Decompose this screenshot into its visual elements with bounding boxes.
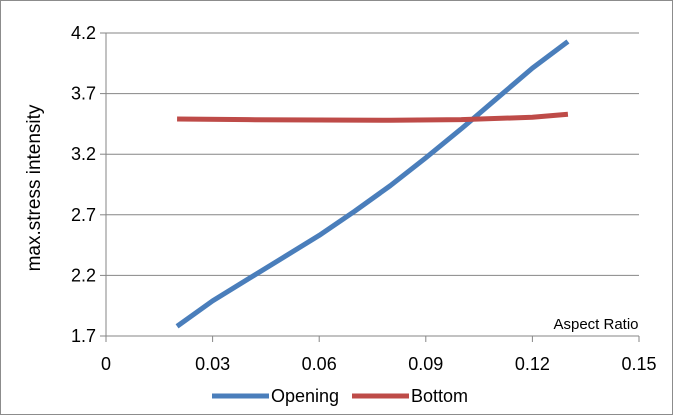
y-tick-labels: 1.7 2.2 2.7 3.2 3.7 4.2 xyxy=(71,23,96,346)
x-tick-label: 0.03 xyxy=(195,354,230,374)
series-lines xyxy=(175,39,570,329)
y-tick-label: 3.2 xyxy=(71,144,96,164)
y-tick-label: 2.2 xyxy=(71,265,96,285)
gridlines xyxy=(106,32,639,276)
y-tick-label: 4.2 xyxy=(71,23,96,43)
x-tick-label: 0.09 xyxy=(408,354,443,374)
x-tick-label: 0 xyxy=(101,354,111,374)
series-line-opening xyxy=(175,39,570,329)
y-axis-title: max.stress intensity xyxy=(24,104,45,271)
y-tick-label: 1.7 xyxy=(71,326,96,346)
y-tick-label: 3.7 xyxy=(71,84,96,104)
y-tick-label: 2.7 xyxy=(71,205,96,225)
axes xyxy=(100,32,640,342)
legend: Opening Bottom xyxy=(212,386,468,406)
x-tick-label: 0.15 xyxy=(621,354,656,374)
aspect-ratio-annotation: Aspect Ratio xyxy=(553,316,638,333)
legend-label-bottom: Bottom xyxy=(411,386,468,406)
legend-label-opening: Opening xyxy=(271,386,339,406)
x-tick-label: 0.06 xyxy=(302,354,337,374)
series-line-bottom xyxy=(177,111,569,123)
x-tick-label: 0.12 xyxy=(515,354,550,374)
x-tick-labels: 0 0.03 0.06 0.09 0.12 0.15 xyxy=(101,354,657,374)
